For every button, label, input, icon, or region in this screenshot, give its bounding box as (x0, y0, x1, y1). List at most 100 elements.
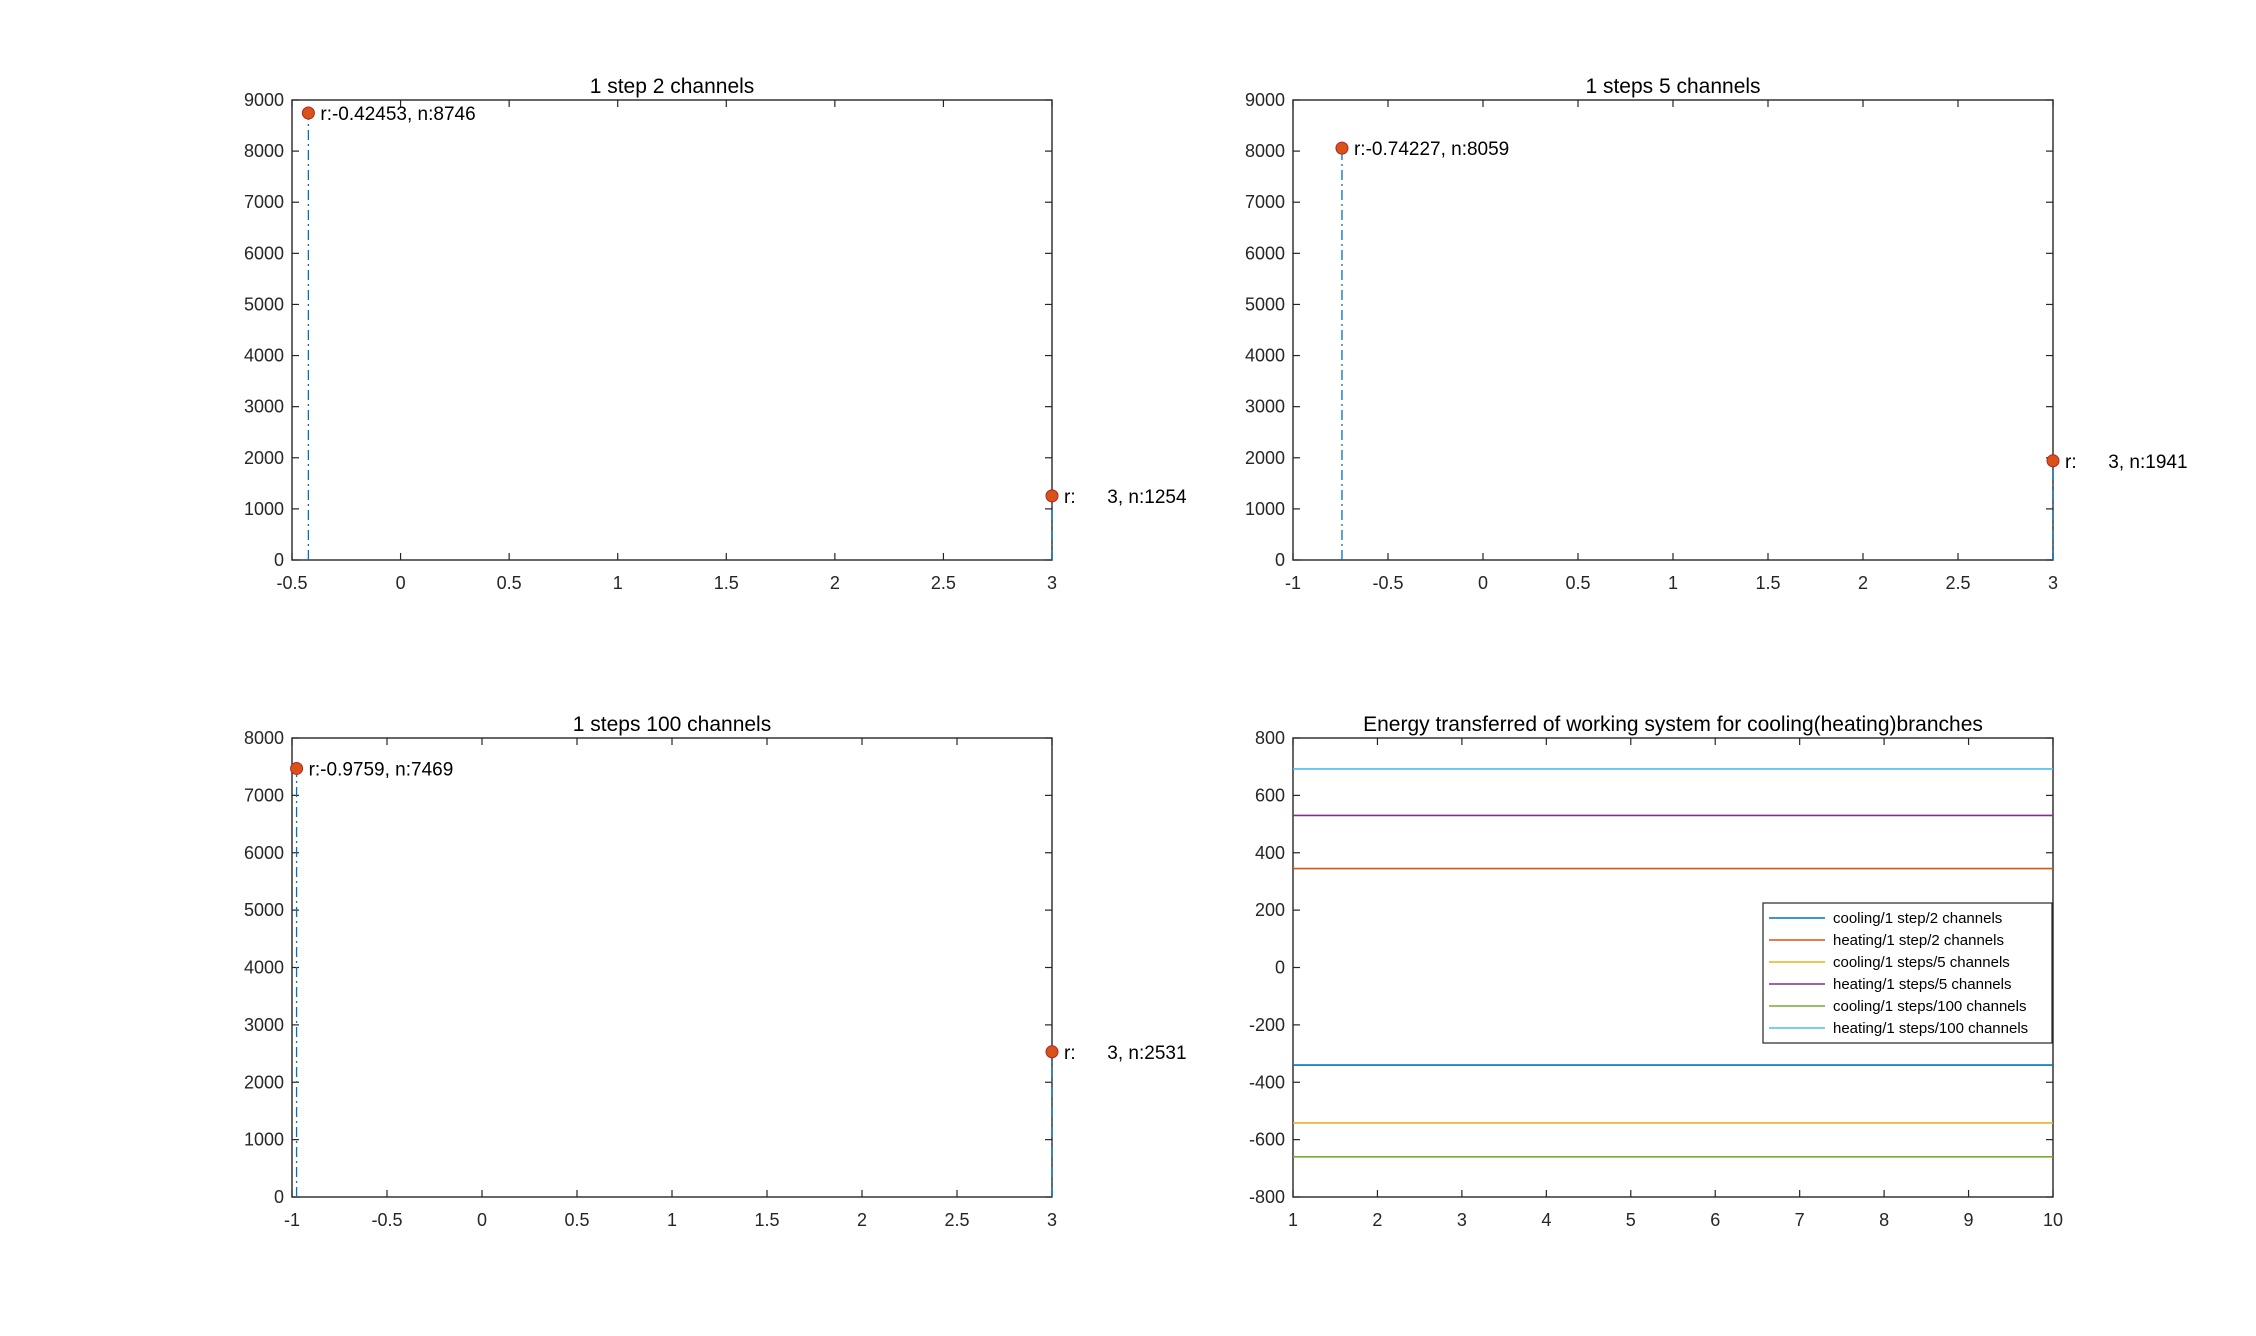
data-label: r: 3, n:1941 (2065, 452, 2188, 473)
x-tick-label: 2.5 (931, 573, 956, 593)
x-tick-label: 4 (1541, 1210, 1551, 1230)
y-tick-label: 0 (274, 550, 284, 570)
x-tick-label: -0.5 (371, 1210, 402, 1230)
x-tick-label: 1 (667, 1210, 677, 1230)
y-tick-label: 8000 (1245, 141, 1285, 161)
axes-title: 1 step 2 channels (590, 75, 755, 98)
y-tick-label: -800 (1249, 1187, 1285, 1207)
y-tick-label: 7000 (1245, 192, 1285, 212)
legend-entry: heating/1 steps/100 channels (1833, 1020, 2028, 1037)
legend-entry: heating/1 step/2 channels (1833, 932, 2004, 949)
y-tick-label: 800 (1255, 728, 1285, 748)
y-tick-label: 0 (1275, 550, 1285, 570)
x-tick-label: 2 (1372, 1210, 1382, 1230)
y-tick-label: 4000 (244, 958, 284, 978)
x-tick-label: 3 (2048, 573, 2058, 593)
y-tick-label: 2000 (244, 448, 284, 468)
axes-1: 1 step 2 channels -0.5 0 0.5 1 1.5 2 2.5 3 0 1000 2… (244, 75, 1187, 593)
y-tick-label: 0 (274, 1187, 284, 1207)
axes-4: Energy transferred of working system for… (1249, 713, 2063, 1230)
legend-entry: cooling/1 steps/100 channels (1833, 998, 2026, 1015)
y-tick-label: 1000 (1245, 499, 1285, 519)
x-tick-label: -1 (284, 1210, 300, 1230)
axes-title: 1 steps 100 channels (573, 713, 771, 736)
legend: cooling/1 step/2 channels heating/1 step/… (1762, 902, 2053, 1044)
stem-marker (2046, 454, 2060, 468)
x-tick-label: 0 (477, 1210, 487, 1230)
x-tick-label: 1.5 (1755, 573, 1780, 593)
x-tick-label: 7 (1795, 1210, 1805, 1230)
x-tick-label: 0 (396, 573, 406, 593)
x-tick-label: -1 (1285, 573, 1301, 593)
x-tick-label: 9 (1964, 1210, 1974, 1230)
stem-marker (290, 761, 304, 775)
axes-title: 1 steps 5 channels (1585, 75, 1760, 98)
x-tick-label: 2 (1858, 573, 1868, 593)
y-tick-label: 7000 (244, 785, 284, 805)
legend-entry: cooling/1 steps/5 channels (1833, 954, 2010, 971)
y-tick-label: 4000 (1245, 346, 1285, 366)
y-tick-label: 5000 (244, 900, 284, 920)
plot-area (291, 737, 1053, 1198)
y-tick-label: 8000 (244, 728, 284, 748)
x-tick-label: 10 (2043, 1210, 2063, 1230)
y-tick-label: -200 (1249, 1015, 1285, 1035)
x-tick-label: -0.5 (276, 573, 307, 593)
x-tick-label: 3 (1047, 573, 1057, 593)
x-tick-label: 0.5 (1565, 573, 1590, 593)
x-tick-label: 0.5 (564, 1210, 589, 1230)
stem-marker (1045, 1045, 1059, 1059)
x-tick-label: 1.5 (754, 1210, 779, 1230)
x-tick-label: 2.5 (944, 1210, 969, 1230)
data-label: r: 3, n:1254 (1064, 487, 1187, 508)
plot-area (1292, 99, 2054, 561)
data-label: r:-0.42453, n:8746 (320, 104, 475, 125)
x-tick-label: 2 (830, 573, 840, 593)
y-tick-label: 1000 (244, 1130, 284, 1150)
stem-marker (301, 106, 315, 120)
x-tick-label: -0.5 (1372, 573, 1403, 593)
data-label: r: 3, n:2531 (1064, 1043, 1187, 1064)
y-tick-label: 200 (1255, 900, 1285, 920)
y-tick-label: 400 (1255, 843, 1285, 863)
y-tick-label: 600 (1255, 785, 1285, 805)
x-tick-label: 1 (1668, 573, 1678, 593)
x-tick-label: 0 (1478, 573, 1488, 593)
y-tick-label: 6000 (244, 243, 284, 263)
plot-area (291, 99, 1053, 561)
y-tick-label: 0 (1275, 958, 1285, 978)
y-tick-label: 3000 (244, 1015, 284, 1035)
y-tick-label: 9000 (244, 90, 284, 110)
x-tick-label: 1.5 (714, 573, 739, 593)
y-tick-label: 8000 (244, 141, 284, 161)
y-tick-label: -400 (1249, 1072, 1285, 1092)
axes-3: 1 steps 100 channels-1 -0.5 0 0.5 1 1.5 2 2.5 30… (244, 713, 1187, 1230)
x-tick-label: 8 (1879, 1210, 1889, 1230)
y-tick-label: 3000 (1245, 397, 1285, 417)
x-tick-label: 1 (613, 573, 623, 593)
y-tick-label: -600 (1249, 1130, 1285, 1150)
y-tick-label: 4000 (244, 346, 284, 366)
y-tick-label: 6000 (1245, 243, 1285, 263)
axes-title: Energy transferred of working system for… (1363, 713, 1983, 736)
x-tick-label: 1 (1288, 1210, 1298, 1230)
x-tick-label: 3 (1047, 1210, 1057, 1230)
data-label: r:-0.9759, n:7469 (309, 759, 454, 780)
y-tick-label: 5000 (1245, 294, 1285, 314)
stem-marker (1335, 141, 1349, 155)
legend-box (1762, 902, 2053, 1044)
stem-marker (1045, 489, 1059, 503)
legend-entry: cooling/1 step/2 channels (1833, 910, 2002, 927)
y-tick-label: 3000 (244, 397, 284, 417)
x-tick-label: 5 (1626, 1210, 1636, 1230)
legend-entry: heating/1 steps/5 channels (1833, 976, 2011, 993)
x-tick-label: 2 (857, 1210, 867, 1230)
y-tick-label: 9000 (1245, 90, 1285, 110)
x-tick-label: 2.5 (1945, 573, 1970, 593)
y-tick-label: 1000 (244, 499, 284, 519)
y-tick-label: 5000 (244, 294, 284, 314)
y-tick-label: 7000 (244, 192, 284, 212)
y-tick-label: 2000 (244, 1072, 284, 1092)
x-tick-label: 0.5 (497, 573, 522, 593)
